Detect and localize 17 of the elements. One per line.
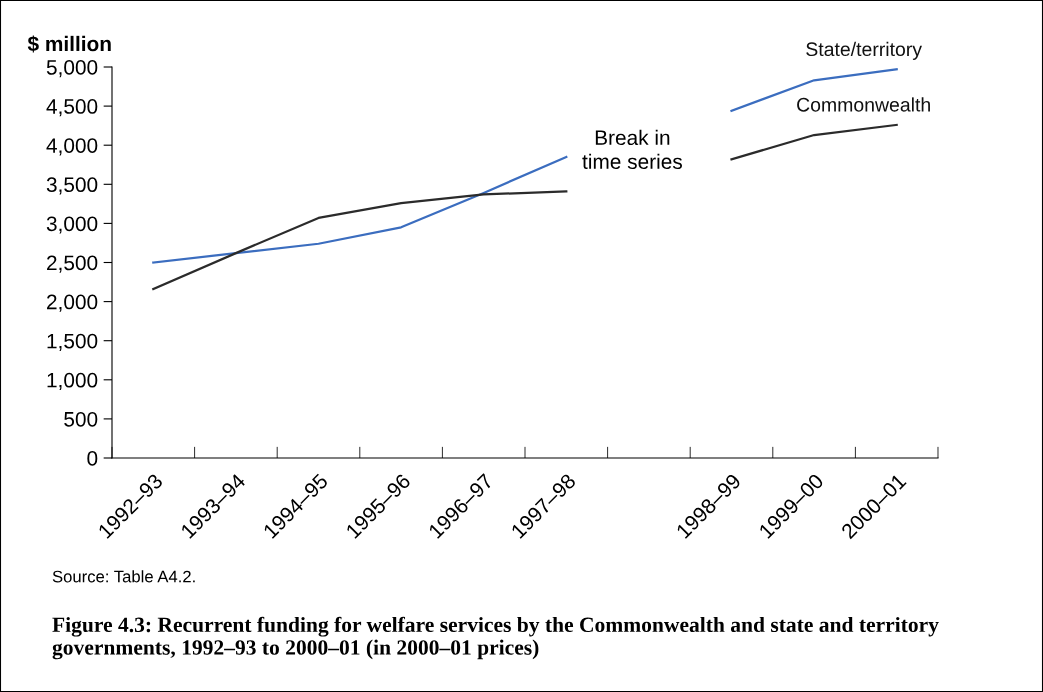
y-tick-label: 4,000 [46,138,98,156]
series-label: State/territory [806,41,922,60]
y-tick-label: 2,000 [47,294,98,312]
y-tick-label: 4,500 [46,99,98,117]
y-tick-label: 2,500 [47,255,98,273]
text: Figure 4.3: Recurrent funding for welfare services by the Commonwealth and state and territory governments, 1992–93 to 2000–01 (in 2000–01 prices) [52,616,939,660]
y-tick-label: 3,500 [46,177,98,195]
series-label: Commonwealth [797,97,930,112]
y-tick-label: 1,500 [47,333,98,351]
annotation: Break in time series [582,129,682,170]
y-tick-label: 0 [87,451,98,466]
source-note: Source: Table A4.2. [52,570,195,583]
y-tick-label: 5,000 [46,60,98,78]
y-tick-label: 3,000 [46,216,98,234]
y-tick-label: 1,000 [47,372,98,391]
y-axis-title: $ million [27,35,111,53]
y-tick-label: 500 [64,411,98,427]
